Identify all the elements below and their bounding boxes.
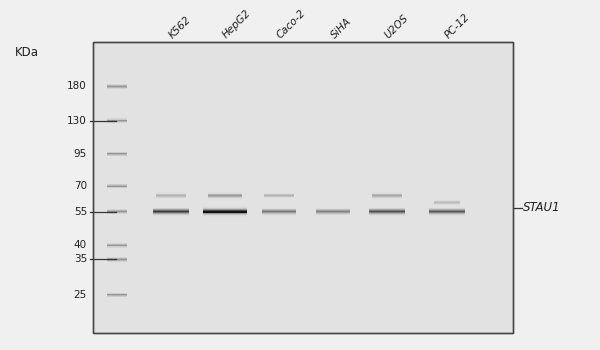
Text: U2OS: U2OS bbox=[383, 13, 410, 40]
Text: K562: K562 bbox=[167, 14, 193, 40]
Text: Caco-2: Caco-2 bbox=[275, 8, 308, 40]
Text: 35: 35 bbox=[74, 254, 87, 264]
Text: 130: 130 bbox=[67, 116, 87, 126]
Text: 40: 40 bbox=[74, 240, 87, 250]
Text: 180: 180 bbox=[67, 82, 87, 91]
Text: KDa: KDa bbox=[15, 46, 39, 58]
Text: 95: 95 bbox=[74, 149, 87, 159]
Text: SiHA: SiHA bbox=[329, 16, 353, 40]
Text: 25: 25 bbox=[74, 290, 87, 300]
Text: STAU1: STAU1 bbox=[523, 201, 561, 214]
Text: PC-12: PC-12 bbox=[443, 12, 472, 40]
Text: HepG2: HepG2 bbox=[221, 8, 253, 40]
Text: 70: 70 bbox=[74, 181, 87, 191]
Text: 55: 55 bbox=[74, 206, 87, 217]
